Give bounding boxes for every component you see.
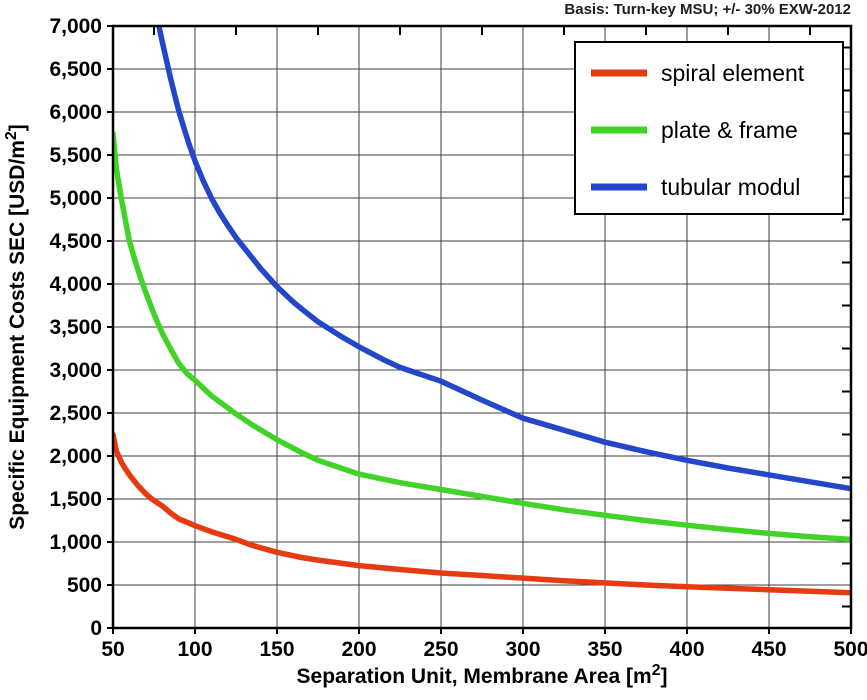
- y-tick-label: 0: [90, 617, 102, 640]
- x-tick-label: 100: [177, 638, 212, 661]
- y-tick-label: 6,500: [49, 58, 102, 81]
- legend-label: spiral element: [661, 60, 805, 86]
- legend-item: plate & frame: [591, 117, 798, 143]
- y-tick-label: 6,000: [49, 101, 102, 124]
- x-tick-label: 300: [505, 638, 540, 661]
- y-tick-label: 2,000: [49, 445, 102, 468]
- x-tick-label: 200: [341, 638, 376, 661]
- y-tick-label: 2,500: [49, 402, 102, 425]
- y-tick-label: 4,500: [49, 230, 102, 253]
- x-tick-label: 450: [751, 638, 786, 661]
- legend-label: tubular modul: [661, 174, 800, 200]
- major-ticks: [107, 25, 852, 634]
- legend: spiral element plate & frame tubular modul: [574, 41, 844, 215]
- series-line-spiral-element: [113, 431, 851, 596]
- basis-annotation: Basis: Turn-key MSU; +/- 30% EXW-2012: [564, 1, 851, 18]
- x-tick-label: 50: [101, 638, 124, 661]
- y-tick-label: 1,000: [49, 531, 102, 554]
- legend-item: tubular modul: [591, 174, 800, 200]
- y-tick-label: 4,000: [49, 273, 102, 296]
- x-tick-label: 150: [259, 638, 294, 661]
- x-tick-label: 400: [669, 638, 704, 661]
- y-tick-label: 1,500: [49, 488, 102, 511]
- series-line-tubular-modul: [156, 26, 851, 492]
- y-tick-label: 3,000: [49, 359, 102, 382]
- y-tick-label: 3,500: [49, 316, 102, 339]
- series-group: [113, 26, 851, 596]
- x-tick-label: 350: [587, 638, 622, 661]
- series-line-plate-frame: [113, 130, 851, 543]
- x-axis-title: Separation Unit, Membrane Area [m2]: [297, 662, 668, 688]
- minor-ticks: [153, 26, 851, 608]
- x-tick-label: 500: [833, 638, 867, 661]
- y-tick-label: 500: [67, 574, 102, 597]
- legend-item: spiral element: [591, 60, 805, 86]
- y-tick-label: 7,000: [49, 15, 102, 38]
- y-axis-title: Specific Equipment Costs SEC [USD/m2]: [3, 124, 29, 530]
- y-tick-label: 5,500: [49, 144, 102, 167]
- y-tick-label: 5,000: [49, 187, 102, 210]
- x-tick-label: 250: [423, 638, 458, 661]
- legend-label: plate & frame: [661, 117, 798, 143]
